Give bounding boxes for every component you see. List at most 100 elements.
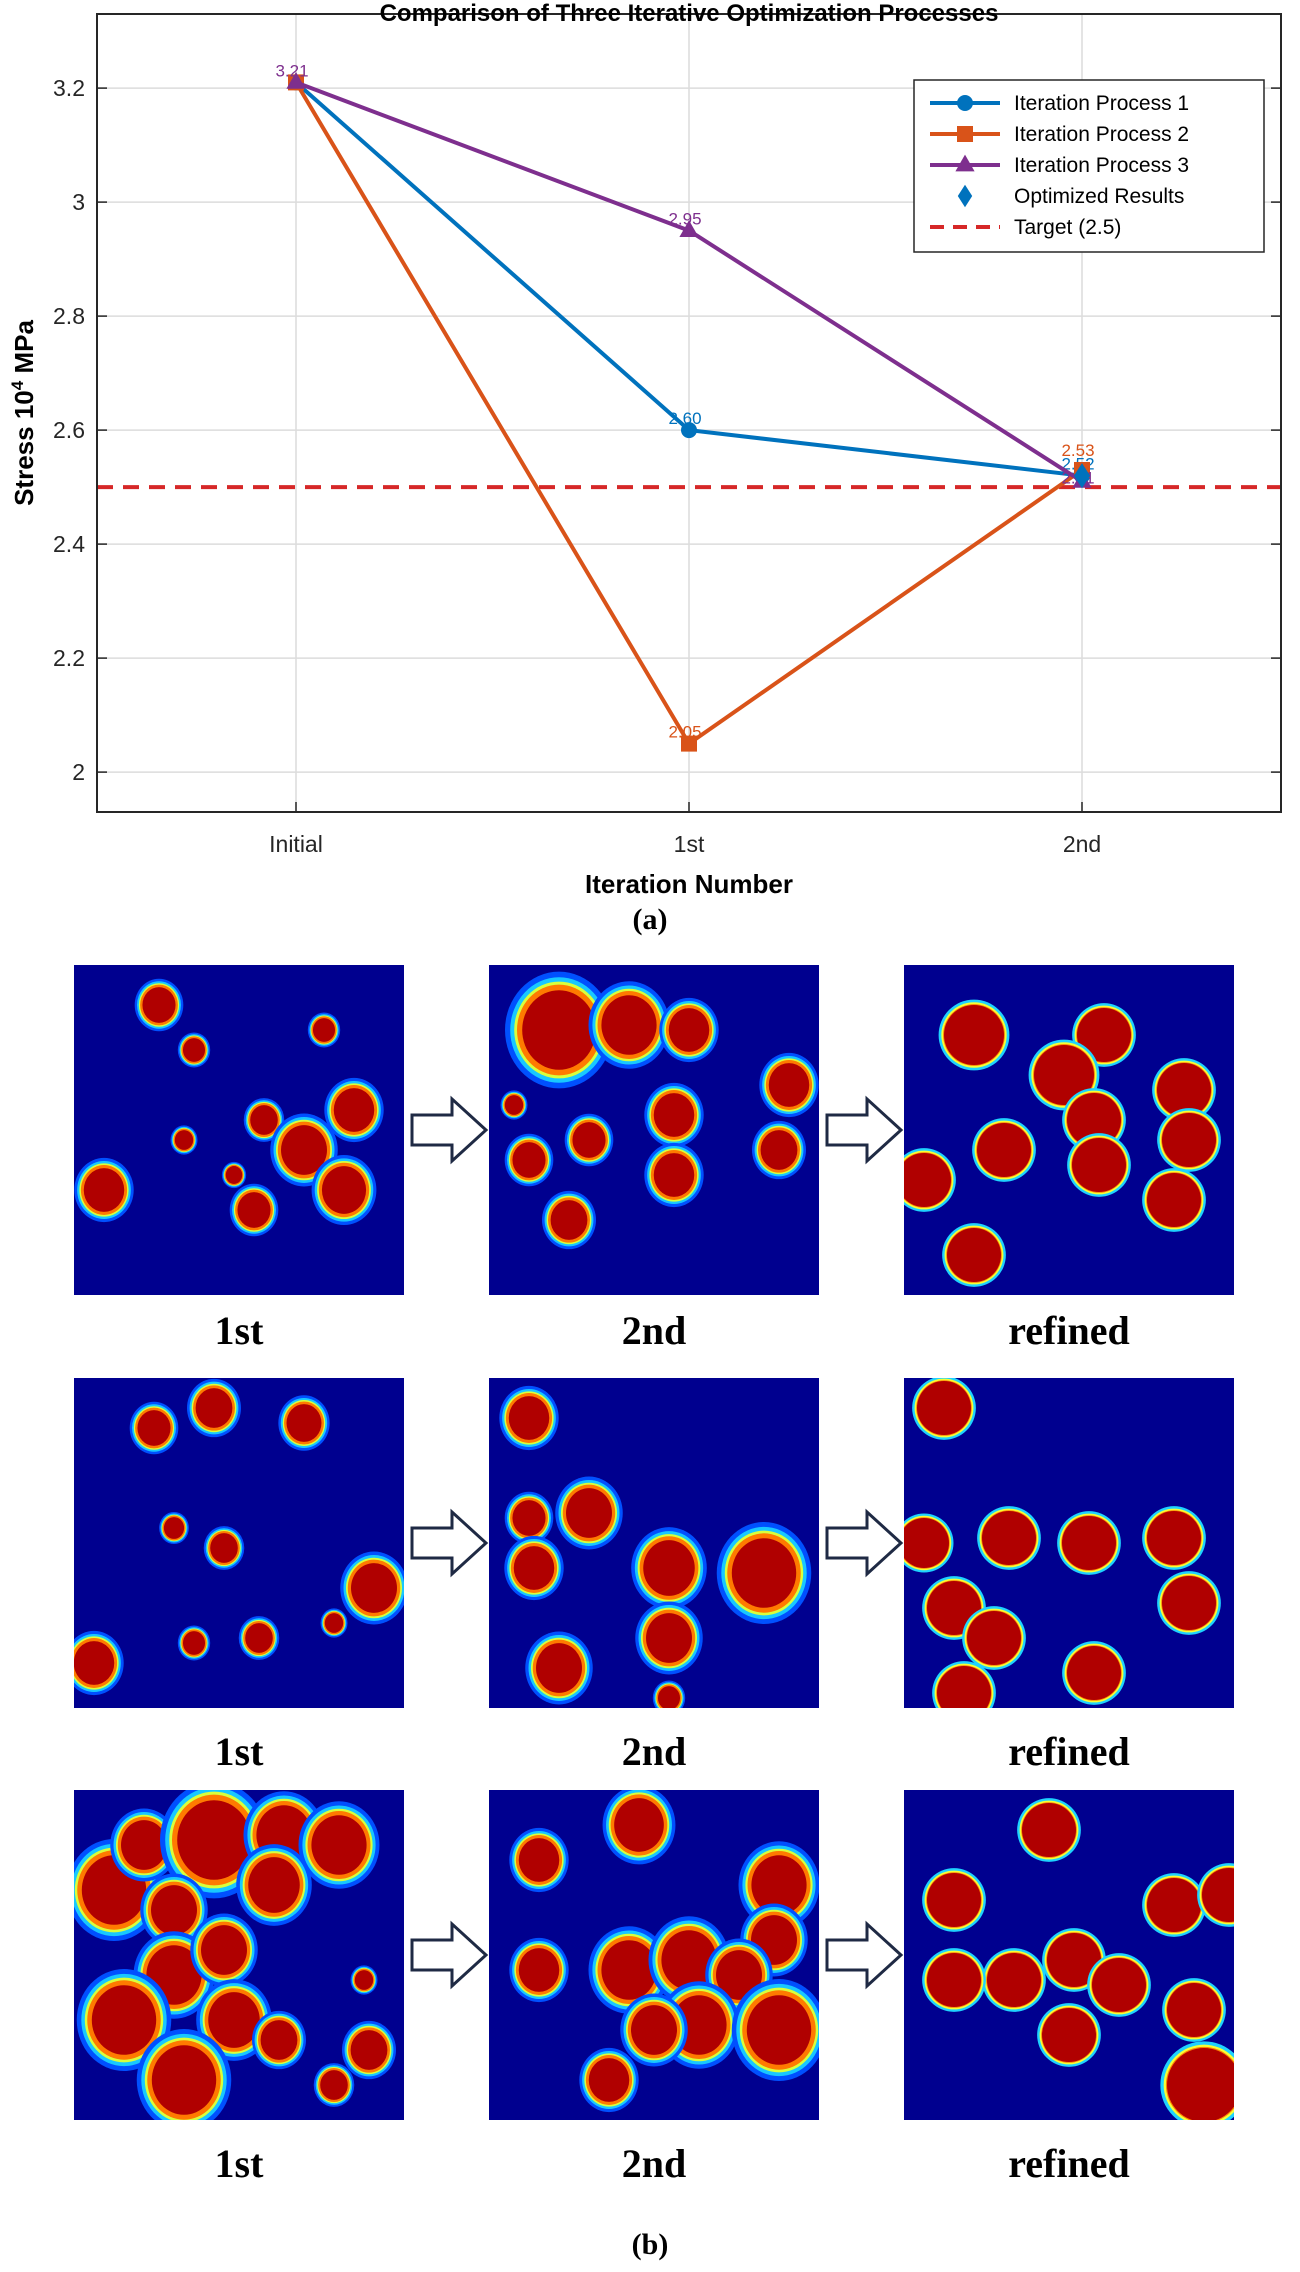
blob (912, 1378, 976, 1440)
legend-label: Iteration Process 1 (1014, 92, 1189, 115)
chart-title: Comparison of Three Iterative Optimizati… (380, 0, 999, 27)
blob (752, 1120, 806, 1180)
density-map-row2-2nd-graphic (499, 1385, 812, 1708)
blob (177, 1032, 211, 1068)
blob (342, 2020, 396, 2080)
density-map-row3-2nd-graphic (509, 1790, 819, 2113)
blob (1042, 1928, 1106, 1992)
arrow-icon (825, 1508, 904, 1578)
blob (229, 1183, 279, 1237)
map-label-row2-1st: 1st (214, 1729, 264, 1774)
blob (1087, 1953, 1151, 2017)
map-label-row2-2nd: 2nd (621, 1729, 687, 1774)
blob (588, 1926, 670, 2014)
arrow-icon (410, 1095, 489, 1165)
density-map-row2-refined-graphic (904, 1378, 1221, 1708)
density-map-row1-2nd (489, 965, 819, 1295)
density-map-row3-2nd (489, 1790, 819, 2120)
density-map-row1-2nd-graphic (500, 971, 819, 1250)
blob (238, 1616, 280, 1660)
blob (1062, 1641, 1126, 1705)
map-label-row1-1st: 1st (214, 1308, 264, 1353)
blob (298, 1801, 380, 1889)
blob (221, 1161, 247, 1189)
legend-marker (955, 154, 975, 172)
legend-marker (957, 126, 973, 142)
blob (110, 1808, 178, 1882)
blob (644, 1142, 704, 1208)
data-point-series-2 (681, 735, 697, 752)
x-tick-label: 2nd (1063, 831, 1101, 857)
blob (620, 1993, 688, 2067)
blob (190, 1913, 258, 1987)
blob (509, 1827, 569, 1893)
blob (504, 1535, 564, 1601)
legend-label: Target (2.5) (1014, 216, 1121, 239)
blob (340, 1551, 404, 1625)
blob (76, 1968, 172, 2072)
blob (962, 1606, 1026, 1670)
blob (324, 1077, 384, 1143)
density-map-row2-1st-graphic (74, 1378, 404, 1696)
data-label: 2.95 (668, 210, 701, 229)
blob (942, 1223, 1006, 1287)
density-map-row3-1st (74, 1790, 404, 2120)
blob (579, 2047, 639, 2113)
blob (74, 1157, 134, 1223)
blob (1067, 1133, 1131, 1197)
arrow-icon (410, 1920, 489, 1990)
legend-marker (957, 95, 973, 111)
blob (564, 1113, 614, 1167)
blob (759, 1052, 819, 1118)
map-label-row3-1st: 1st (214, 2141, 264, 2186)
blob (555, 1476, 623, 1550)
legend-label: Iteration Process 2 (1014, 123, 1189, 146)
blob (278, 1395, 330, 1451)
data-point-series-3 (286, 72, 306, 89)
blob (236, 1844, 312, 1926)
blob (1037, 2003, 1101, 2067)
blob (982, 1948, 1046, 2012)
blob (170, 1125, 198, 1155)
density-map-row2-2nd (489, 1378, 819, 1708)
blob (196, 1979, 272, 2061)
data-point-series-3 (679, 220, 699, 237)
blob (904, 1513, 954, 1573)
blob (1142, 1168, 1206, 1232)
blob (307, 1012, 341, 1048)
density-map-row3-1st-graphic (74, 1790, 396, 2120)
blob (602, 1790, 676, 1865)
map-label-row3-2nd: 2nd (621, 2141, 687, 2186)
y-tick-label: 2.2 (53, 645, 85, 671)
map-label-row1-refined: refined (1008, 1308, 1130, 1353)
blob (652, 1680, 686, 1708)
blob (1057, 1511, 1121, 1575)
blob (542, 1190, 596, 1250)
blob (1142, 1873, 1206, 1937)
blob (243, 1098, 285, 1142)
blob (932, 1661, 996, 1708)
blob (1160, 2041, 1234, 2120)
legend-label: Iteration Process 3 (1014, 154, 1189, 177)
y-tick-label: 3 (72, 189, 85, 215)
blob (134, 978, 184, 1032)
blob (499, 1385, 559, 1451)
blob (1197, 1863, 1234, 1927)
blob (1162, 1978, 1226, 2042)
blob (350, 1965, 378, 1995)
map-label-row2-refined: refined (1008, 1729, 1130, 1774)
blob (716, 1521, 812, 1625)
blob (504, 1491, 554, 1545)
blob (738, 1841, 819, 1929)
arrow-icon (410, 1508, 489, 1578)
data-point-series-1 (681, 422, 697, 439)
data-label: 3.21 (275, 61, 308, 80)
blob (1157, 1571, 1221, 1635)
blob (129, 1401, 179, 1455)
blob (136, 2028, 232, 2120)
map-label-row3-refined: refined (1008, 2141, 1130, 2186)
data-label: 2.05 (668, 723, 701, 742)
blob (977, 1506, 1041, 1570)
blob (505, 971, 613, 1089)
blob (922, 1948, 986, 2012)
